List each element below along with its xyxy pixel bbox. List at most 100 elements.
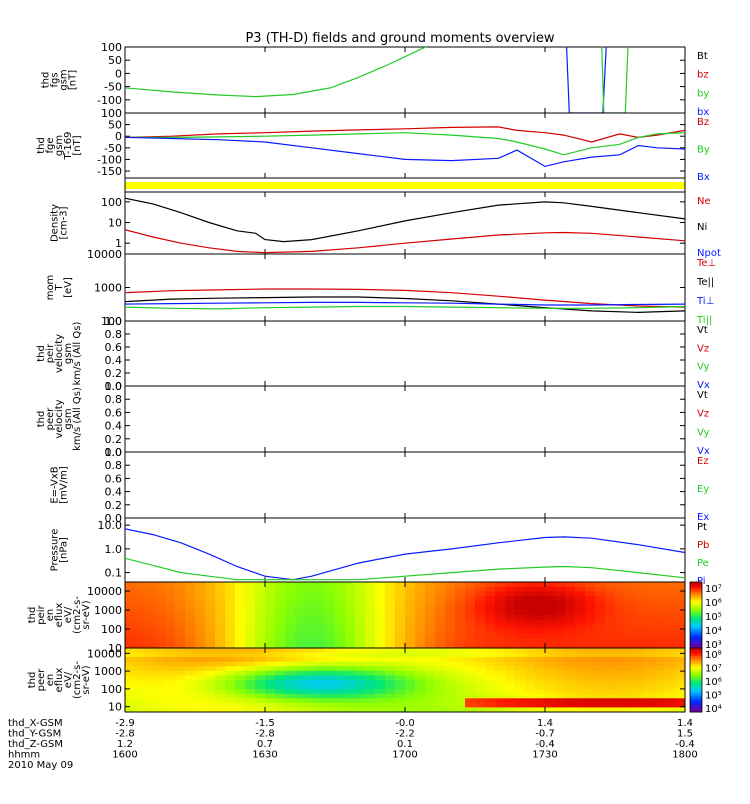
spectrogram-cell: [425, 684, 436, 690]
spectrogram-cell: [655, 680, 666, 686]
colorbar-step: [690, 654, 702, 657]
spectrogram-cell: [495, 586, 506, 593]
spectrogram-cell: [585, 586, 596, 593]
spectrogram-cell: [405, 605, 416, 611]
spectrogram-cell: [385, 624, 396, 630]
spectrogram-cell: [125, 638, 136, 644]
spectrogram-cell: [615, 684, 626, 690]
spectrogram-cell: [415, 702, 426, 709]
series-Pi-line: [125, 528, 685, 581]
spectrogram-cell: [235, 600, 246, 607]
figure-title: P3 (TH-D) fields and ground moments over…: [245, 31, 554, 46]
spectrogram-cell: [125, 600, 136, 607]
spectrogram-cell: [445, 698, 456, 704]
spectrogram-cell: [175, 605, 186, 611]
colorbar-step: [690, 608, 702, 611]
spectrogram-cell: [675, 680, 685, 686]
y-tick-label: 1.0: [105, 543, 123, 556]
spectrogram-cell: [275, 689, 286, 695]
spectrogram-cell: [175, 591, 186, 597]
spectrogram-cell: [455, 624, 466, 630]
spectrogram-cell: [505, 648, 516, 654]
spectrogram-cell: [665, 693, 676, 699]
spectrogram-cell: [125, 610, 136, 616]
spectrogram-cell: [355, 680, 366, 686]
spectrogram-cell: [295, 680, 306, 686]
spectrogram-cell: [515, 591, 526, 597]
spectrogram-cell: [645, 624, 656, 630]
panel-fge: 100500-50-100-150thdfgegsmT-169[nT]BzByB…: [36, 107, 710, 183]
spectrogram-cell: [165, 707, 176, 712]
y-axis-label-line: en: [45, 674, 56, 687]
spectrogram-cell: [625, 619, 636, 626]
spectrogram-cell: [195, 600, 206, 607]
spectrogram-cell: [175, 582, 186, 588]
y-axis-label-line: (cm2-s-: [72, 596, 83, 634]
spectrogram-cell: [665, 624, 676, 630]
spectrogram-cell: [345, 698, 356, 704]
spectrogram-cell: [575, 643, 586, 648]
spectrogram-cell: [535, 689, 546, 695]
spectrogram-cell: [465, 591, 476, 597]
spectrogram-cell: [375, 661, 386, 667]
spectrogram-cell: [555, 689, 566, 695]
spectrogram-cell: [355, 600, 366, 607]
spectrogram-cell: [475, 619, 486, 626]
spectrogram-cell: [405, 643, 416, 648]
spectrogram-cell: [515, 615, 526, 621]
panel-peerv: 1.00.80.60.40.20.0thdpeervelocitygsmkm/s…: [36, 380, 710, 459]
spectrogram-cell: [215, 624, 226, 630]
spectrogram-cell: [605, 600, 616, 607]
spectrogram-cell: [145, 689, 156, 695]
spectrogram-cell: [405, 610, 416, 616]
y-tick-label: 10.0: [98, 519, 123, 532]
spectrogram-cell: [135, 624, 146, 630]
spectrogram-cell: [135, 680, 146, 686]
spectrogram-cell: [675, 600, 685, 607]
spectrogram-cell: [275, 586, 286, 593]
spectrogram-cell: [395, 624, 406, 630]
series-Te⊥-line: [125, 288, 685, 308]
spectrogram-cell: [405, 629, 416, 635]
spectrogram-cell: [405, 702, 416, 709]
spectrogram-cell: [365, 675, 376, 681]
spectrogram-cell: [615, 689, 626, 695]
spectrogram-cell: [675, 652, 685, 658]
spectrogram-cell: [605, 698, 616, 704]
spectrogram-cell: [605, 689, 616, 695]
spectrogram-cell: [395, 689, 406, 695]
spectrogram-cell: [555, 638, 566, 644]
legend-label: Vz: [697, 409, 709, 420]
spectrogram-cell: [425, 680, 436, 686]
spectrogram-cell: [345, 675, 356, 681]
spectrogram-cell: [235, 702, 246, 709]
spectrogram-cell: [345, 586, 356, 593]
spectrogram-cell: [315, 619, 326, 626]
spectrogram-cell: [395, 666, 406, 672]
spectrogram-cell: [575, 615, 586, 621]
spectrogram-cell: [435, 582, 446, 588]
spectrogram-cell: [205, 586, 216, 593]
spectrogram-cell: [495, 693, 506, 699]
spectrogram-cell: [625, 707, 636, 712]
spectrogram-cell: [475, 698, 486, 704]
spectrogram-cell: [305, 657, 316, 663]
spectrogram-cell: [415, 619, 426, 626]
spectrogram-cell: [505, 693, 516, 699]
y-tick-label: 1000: [94, 282, 122, 295]
spectrogram-cell: [155, 657, 166, 663]
spectrogram-cell: [185, 619, 196, 626]
axis-row-label: thd_Y-GSM: [8, 729, 61, 740]
spectrogram-cell: [665, 661, 676, 667]
spectrogram-cell: [365, 657, 376, 663]
spectrogram-cell: [325, 689, 336, 695]
spectrogram-cell: [375, 684, 386, 690]
spectrogram-cell: [275, 582, 286, 588]
spectrogram-cell: [145, 661, 156, 667]
colorbar-step: [690, 699, 702, 702]
colorbar-step: [690, 618, 702, 621]
spectrogram-cell: [235, 675, 246, 681]
spectrogram-cell: [265, 689, 276, 695]
spectrogram-cell: [155, 670, 166, 677]
